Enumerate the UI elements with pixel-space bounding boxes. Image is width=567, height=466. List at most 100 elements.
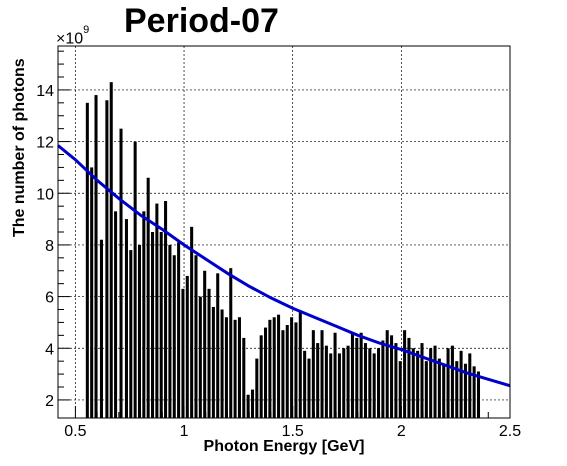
bar [407,337,411,418]
y-tick-label: 6 [45,290,54,307]
bar [207,288,211,418]
bar [90,167,94,418]
bar [99,239,103,418]
bar [329,353,333,418]
bar [114,211,118,418]
bar [350,332,354,418]
bar [285,325,289,418]
bar [211,306,215,418]
bar [246,394,250,418]
y-tick-label: 4 [45,341,54,358]
bar [459,350,463,418]
y-axis-multiplier: ×109 [56,24,89,48]
bar [346,345,350,418]
bar [109,82,113,419]
bar [250,389,255,418]
y-tick-label: 12 [36,135,54,152]
bar [450,345,454,418]
bar [446,348,450,418]
bar [94,95,98,418]
bar [159,232,163,418]
bar [224,317,228,418]
bar [472,366,476,418]
bar [429,348,433,418]
bar [416,350,420,418]
fit-curve [57,144,511,388]
bar [433,345,437,418]
bar [119,128,123,418]
chart-title: Period-07 [124,2,279,40]
y-axis-label: The number of photons [11,58,28,237]
bar [242,337,246,418]
bar [342,348,346,418]
bar [311,330,315,418]
bar [146,177,150,418]
bar [337,353,341,418]
bar [403,330,407,418]
bar [268,319,272,418]
bar [290,317,294,418]
bar [381,340,385,418]
bar [372,353,376,418]
x-tick-label: 2.5 [499,423,521,440]
bar [229,268,233,418]
bar [442,363,446,418]
bar [185,275,189,418]
bar [424,361,428,418]
bar [164,201,168,418]
bar [105,100,109,418]
bar [259,335,263,418]
bar [377,348,381,418]
bar [324,345,328,418]
bar [281,330,285,418]
bar [368,348,372,418]
x-tick-label: 2 [397,423,406,440]
bar [277,314,281,418]
bar [468,353,472,418]
bar [398,361,402,418]
bar [177,242,181,418]
bar [363,343,368,418]
bar [264,327,268,418]
bar [233,319,237,418]
bar [255,358,259,418]
bar [307,358,311,418]
bar [198,296,202,418]
bar [124,219,128,418]
bar [137,244,142,418]
bar [172,255,176,418]
bar [181,288,185,418]
bar [316,343,320,418]
bar [385,330,389,418]
bar [411,348,415,418]
bar [333,332,337,418]
bar [194,255,198,418]
bar [168,244,172,418]
bar [237,317,241,418]
bar [420,343,424,418]
bar [155,203,159,418]
bar [390,335,394,418]
bar [151,232,155,418]
bar [298,312,302,418]
bar [220,309,224,418]
bar [394,343,398,418]
y-tick-label: 10 [36,186,54,203]
bar [437,358,441,418]
bar [294,322,298,418]
y-tick-label: 8 [45,238,54,255]
y-multiplier-base: ×10 [56,30,84,48]
bar [463,363,467,418]
bar [85,102,89,418]
bar [303,350,307,418]
x-tick-label: 0.5 [64,423,86,440]
bar [203,270,207,418]
bar [190,226,194,418]
x-tick-label: 1.5 [282,423,304,440]
bar [320,330,324,418]
bar [455,361,459,418]
bar [359,332,363,418]
x-tick-label: 1 [180,423,189,440]
x-axis-label: Photon Energy [GeV] [203,438,365,455]
